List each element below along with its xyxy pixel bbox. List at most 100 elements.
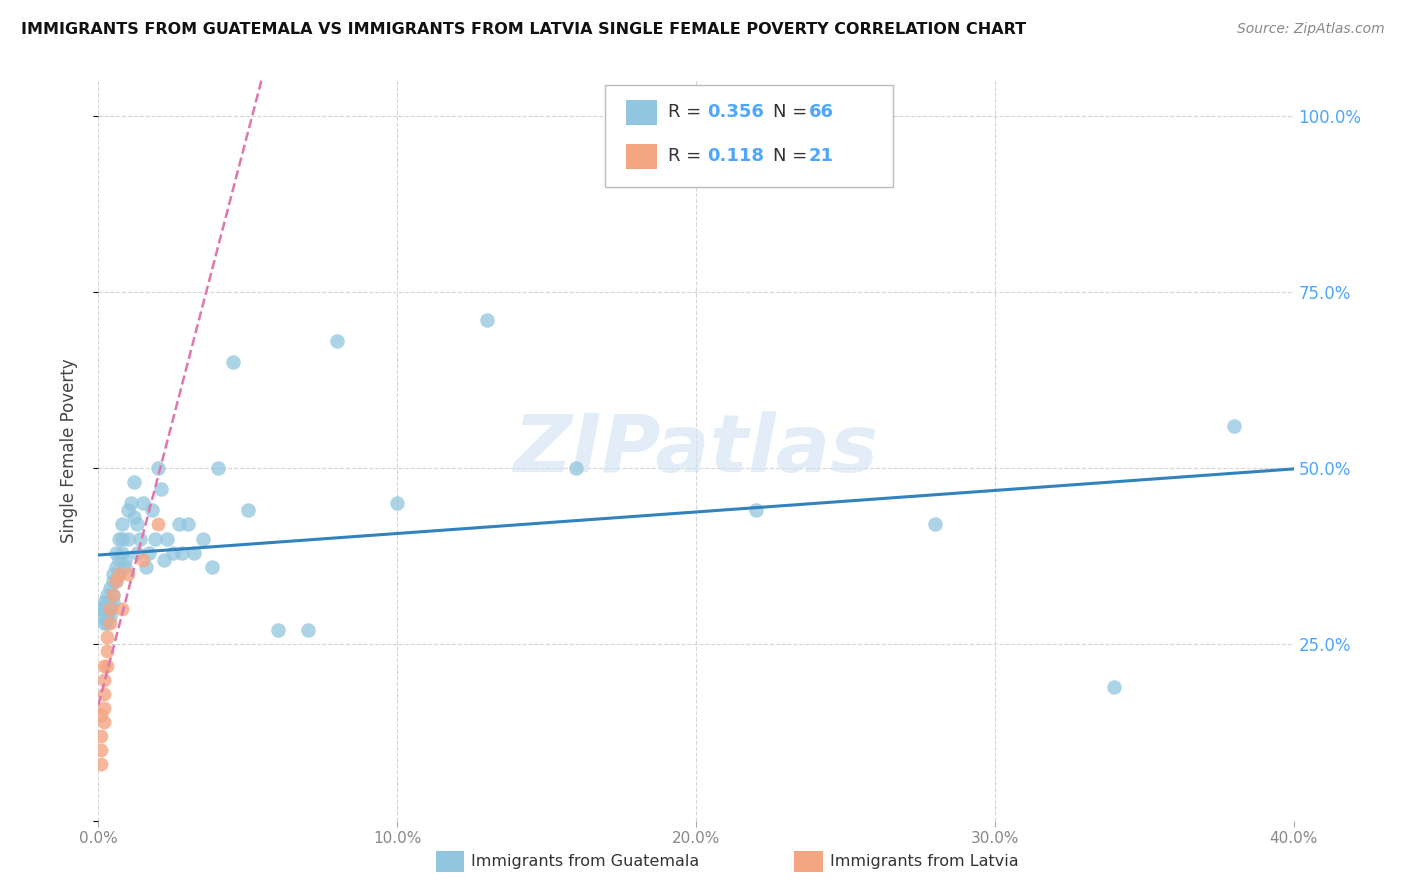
Point xyxy=(105,559,128,574)
Point xyxy=(98,581,122,595)
Point xyxy=(127,517,149,532)
Point xyxy=(297,624,319,638)
Point xyxy=(96,616,118,631)
Point xyxy=(1104,680,1126,694)
Point xyxy=(108,566,131,581)
Point xyxy=(108,532,131,546)
Point xyxy=(103,595,125,609)
Point xyxy=(167,517,190,532)
Text: Immigrants from Guatemala: Immigrants from Guatemala xyxy=(471,855,699,869)
Point xyxy=(105,574,128,588)
Point xyxy=(90,602,112,616)
Point xyxy=(98,595,122,609)
Point xyxy=(98,609,122,624)
Point xyxy=(90,707,112,722)
Point xyxy=(93,714,115,729)
Point xyxy=(114,553,136,567)
Point xyxy=(98,602,122,616)
Point xyxy=(148,461,170,475)
Point xyxy=(177,517,200,532)
Text: 66: 66 xyxy=(808,103,834,121)
Point xyxy=(103,588,125,602)
Point xyxy=(103,566,125,581)
Point xyxy=(143,532,166,546)
Text: Source: ZipAtlas.com: Source: ZipAtlas.com xyxy=(1237,22,1385,37)
Point xyxy=(96,658,118,673)
Point xyxy=(138,546,160,560)
Text: ZIPatlas: ZIPatlas xyxy=(513,411,879,490)
Point xyxy=(96,644,118,658)
Point xyxy=(90,609,112,624)
Point xyxy=(90,729,112,743)
Point xyxy=(93,616,115,631)
Point xyxy=(124,510,146,524)
Text: 0.118: 0.118 xyxy=(707,147,765,165)
Point xyxy=(117,503,139,517)
Point xyxy=(135,559,157,574)
Point xyxy=(326,334,349,348)
Point xyxy=(183,546,205,560)
Point xyxy=(132,553,155,567)
Point xyxy=(156,532,179,546)
Point xyxy=(90,743,112,757)
Point xyxy=(90,757,112,772)
Point xyxy=(148,517,170,532)
Point xyxy=(96,602,118,616)
Point xyxy=(93,673,115,687)
Point xyxy=(96,595,118,609)
Point xyxy=(111,546,134,560)
Point xyxy=(201,559,224,574)
Point xyxy=(120,496,142,510)
Point xyxy=(93,658,115,673)
Point xyxy=(127,546,149,560)
Point xyxy=(108,566,131,581)
Point xyxy=(103,588,125,602)
Point xyxy=(475,313,498,327)
Point xyxy=(96,609,118,624)
Point xyxy=(162,546,184,560)
Point xyxy=(222,355,245,369)
Point xyxy=(111,602,134,616)
Point xyxy=(96,588,118,602)
Point xyxy=(98,616,122,631)
Point xyxy=(207,461,229,475)
Point xyxy=(111,532,134,546)
Point xyxy=(150,482,173,496)
Text: 21: 21 xyxy=(808,147,834,165)
Point xyxy=(124,475,146,490)
Point xyxy=(385,496,409,510)
Point xyxy=(117,566,139,581)
Point xyxy=(93,687,115,701)
Point xyxy=(236,503,259,517)
Text: R =: R = xyxy=(668,103,707,121)
Point xyxy=(924,517,946,532)
Text: N =: N = xyxy=(773,103,813,121)
Text: IMMIGRANTS FROM GUATEMALA VS IMMIGRANTS FROM LATVIA SINGLE FEMALE POVERTY CORREL: IMMIGRANTS FROM GUATEMALA VS IMMIGRANTS … xyxy=(21,22,1026,37)
Point xyxy=(103,574,125,588)
Point xyxy=(129,532,152,546)
Text: R =: R = xyxy=(668,147,707,165)
Point xyxy=(114,559,136,574)
Text: N =: N = xyxy=(773,147,813,165)
Point xyxy=(191,532,214,546)
Point xyxy=(565,461,588,475)
Point xyxy=(172,546,194,560)
Point xyxy=(98,602,122,616)
Point xyxy=(93,602,115,616)
Point xyxy=(267,624,290,638)
Y-axis label: Single Female Poverty: Single Female Poverty xyxy=(59,359,77,542)
Point xyxy=(1223,418,1246,433)
Point xyxy=(132,496,155,510)
Point xyxy=(141,503,163,517)
Point xyxy=(105,574,128,588)
Point xyxy=(745,503,768,517)
Point xyxy=(96,630,118,644)
Text: 0.356: 0.356 xyxy=(707,103,763,121)
Point xyxy=(153,553,176,567)
Point xyxy=(105,546,128,560)
Point xyxy=(93,595,115,609)
Point xyxy=(111,517,134,532)
Point xyxy=(93,701,115,715)
Point xyxy=(117,532,139,546)
Point xyxy=(108,553,131,567)
